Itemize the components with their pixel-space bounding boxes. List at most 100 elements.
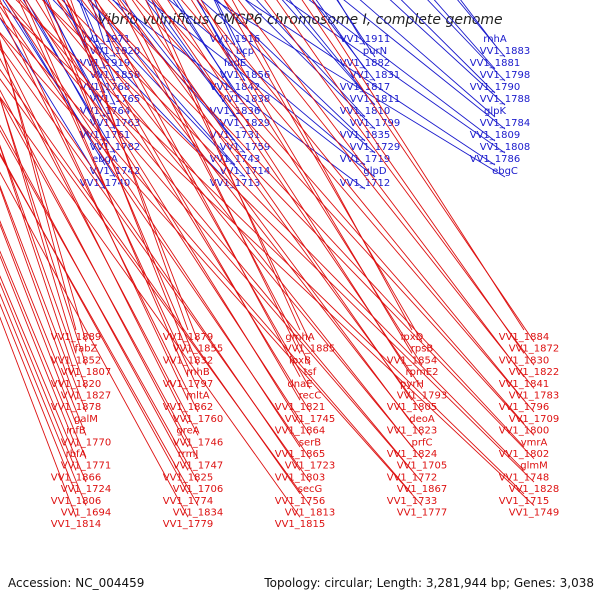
gene-label: rnhA [483,34,507,45]
gene-leader-line [301,0,535,342]
gene-leader-line [0,171,189,518]
gene-leader-line [0,186,77,401]
gene-leader-line [156,0,423,389]
gene-label: VV1_1823 [387,426,438,437]
gene-label: VV1_1813 [285,508,336,519]
gene-label: VV1_1777 [397,508,448,519]
gene-leader-line [25,0,311,436]
gene-label: galM [74,414,98,425]
gene-leader-line [88,0,236,166]
gene-label: glpD [363,166,386,177]
gene-label: greA [176,426,199,437]
gene-label: VV1_1786 [470,154,521,165]
gene-label: VV1_1889 [51,332,102,343]
gene-leader-line [343,0,506,130]
gene-leader-line [190,0,423,366]
gene-leader-line [87,0,311,389]
gene-label: VV1_1882 [340,58,391,69]
gene-leader-line [0,97,199,459]
gene-label: VV1_1719 [340,154,391,165]
gene-leader-line [0,45,311,483]
gene-label: serB [299,437,321,448]
gene-label: VV1_1842 [210,82,261,93]
gene-label: VV1_1858 [90,70,141,81]
gene-leader-line [70,0,189,331]
gene-label: glpK [484,106,506,117]
gene-leader-line [0,57,199,436]
gene-leader-line [0,41,87,342]
gene-label: VV1_1878 [51,402,102,413]
gene-label: VV1_1740 [80,178,131,189]
genome-summary-text: Topology: circular; Length: 3,281,944 bp… [263,576,594,590]
gene-leader-line [66,0,199,342]
gene-label: rpsB [411,344,434,355]
gene-leader-line [0,316,77,518]
gene-label: VV1_1768 [80,82,131,93]
gene-leader-line [0,220,87,436]
gene-leader-line [0,223,77,424]
gene-label: VV1_1831 [350,70,401,81]
gene-label: lpxB [289,355,311,366]
gene-leader-line [0,184,87,413]
gene-label: VV1_1770 [61,437,112,448]
gene-label: VV1_1810 [340,106,391,117]
gene-leader-line [15,0,525,495]
gene-leader-line [168,0,366,166]
gene-label: VV1_1713 [210,178,261,189]
gene-label: VV1_1822 [509,367,560,378]
gene-leader-line [42,0,199,366]
gene-leader-line [153,0,525,424]
gene-label: VV1_1911 [340,34,391,45]
gene-label: lpxD [401,332,424,343]
gene-leader-line [237,0,525,378]
gene-leader-line [196,0,525,401]
gene-label: VV1_1743 [210,154,261,165]
gene-label: VV1_1709 [509,414,560,425]
gene-label: VV1_1836 [210,106,261,117]
gene-label: VV1_1714 [220,166,271,177]
gene-leader-line [56,0,311,413]
gene-label: deoA [409,414,435,425]
gene-leader-line [216,0,366,142]
gene-label: VV1_1814 [51,519,102,530]
gene-leader-line [0,154,199,506]
gene-leader-line [0,5,311,459]
gene-label: VV1_1820 [51,379,102,390]
gene-leader-line [0,250,87,459]
gene-leader-line [94,0,413,424]
gene-label: rrmJ [178,449,199,460]
gene-leader-line [145,0,246,130]
gene-label: VV1_1809 [470,130,521,141]
gene-leader-line [2,0,116,178]
gene-label: VV1_1828 [509,484,560,495]
gene-label: VV1_1803 [275,472,326,483]
gene-leader-line [95,0,301,378]
gene-label: glmM [520,461,548,472]
gene-leader-line [245,0,496,166]
gene-leader-line [308,0,496,142]
gene-leader-line [359,0,496,118]
gene-leader-line [0,38,77,331]
gene-label: fabZ [75,344,98,355]
gene-label: VV1_1705 [397,461,448,472]
gene-leader-line [256,0,366,118]
gene-leader-line [285,0,506,154]
gene-label: VV1_1872 [509,344,560,355]
gene-leader-line [0,78,311,506]
gene-label: prfC [412,437,433,448]
gene-label: VV1_1865 [275,449,326,460]
gene-label: VV1_1883 [480,46,531,57]
gene-leader-line [276,0,525,354]
gene-label: vmrA [521,437,548,448]
gene-label: ebgC [492,166,518,177]
gene-leader-line [200,0,413,354]
gene-label: tsf [304,367,317,378]
gene-label: VV1_1864 [275,426,326,437]
gene-leader-line [0,275,87,483]
gene-leader-line [0,17,413,495]
gene-label: secG [298,484,323,495]
gene-leader-line [223,0,535,389]
gene-label: VV1_1788 [480,94,531,105]
gene-label: VV1_1779 [163,519,214,530]
gene-leader-line [264,0,535,366]
